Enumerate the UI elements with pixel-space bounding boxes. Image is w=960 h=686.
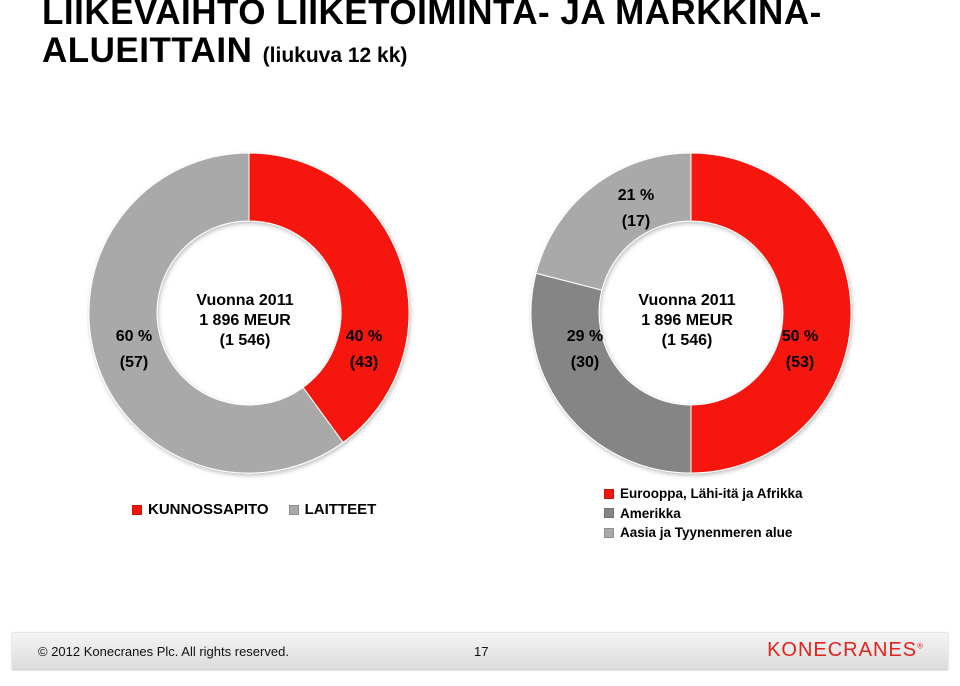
slice-previous-label: (30)	[571, 354, 599, 371]
legend-label-apac: Aasia ja Tyynenmeren alue	[620, 525, 793, 540]
slice-percent-label: 50 %	[782, 328, 818, 345]
donut-slice-1-1	[530, 272, 692, 474]
center-text-line-2: (1 546)	[220, 332, 271, 349]
legend-label-laitteet: LAITTEET	[304, 501, 377, 518]
legend-item-emea: Eurooppa, Lähi-itä ja Afrikka	[604, 484, 803, 504]
center-text-line-1: 1 896 MEUR	[199, 312, 291, 329]
title-line-1: LIIKEVAIHTO LIIKETOIMINTA- JA MARKKINA-	[42, 0, 822, 32]
legend-item-apac: Aasia ja Tyynenmeren alue	[604, 523, 803, 543]
copyright-text: © 2012 Konecranes Plc. All rights reserv…	[38, 644, 289, 659]
title-subtitle: (liukuva 12 kk)	[262, 44, 408, 67]
konecranes-logo: KONECRANES®	[767, 639, 924, 662]
center-text-line-0: Vuonna 2011	[196, 292, 293, 309]
logo-mark: ®	[917, 641, 924, 651]
legend-swatch-dark-gray	[604, 508, 614, 519]
slice-percent-label: 60 %	[116, 328, 152, 345]
donut-slice-1-0	[690, 152, 852, 474]
legend-label-emea: Eurooppa, Lähi-itä ja Afrikka	[620, 486, 803, 501]
logo-text: KONECRANES	[767, 639, 918, 661]
donut-ring	[530, 152, 852, 474]
slice-percent-label: 40 %	[346, 328, 382, 345]
legend-swatch-red	[604, 488, 614, 499]
legend-item-kunnossapito: KUNNOSSAPITO	[132, 500, 269, 519]
legend-swatch-light-gray	[604, 527, 614, 538]
donut-chart-regions: 50 % (53) 29 % (30) 21 % (17) Vuonna 2011 1 896…	[530, 152, 852, 474]
slice-previous-label: (53)	[786, 354, 814, 371]
slice-previous-label: (43)	[350, 354, 378, 371]
center-text-line-0: Vuonna 2011	[638, 292, 735, 309]
title-line-2: ALUEITTAIN	[42, 31, 253, 70]
legend-regions: Eurooppa, Lähi-itä ja Afrikka Amerikka A…	[604, 484, 803, 543]
legend-item-americas: Amerikka	[604, 504, 803, 524]
legend-swatch-gray	[288, 504, 299, 515]
page-number: 17	[474, 644, 489, 659]
slide-title: LIIKEVAIHTO LIIKETOIMINTA- JA MARKKINA- …	[42, 0, 822, 75]
legend-item-laitteet: LAITTEET	[288, 500, 377, 519]
footer-bar: © 2012 Konecranes Plc. All rights reserv…	[12, 632, 948, 669]
slice-percent-label: 29 %	[567, 328, 603, 345]
legend-label-americas: Amerikka	[620, 505, 681, 521]
donut-slice-0-1	[88, 152, 344, 474]
donut-ring	[88, 152, 410, 474]
center-text-line-2: (1 546)	[662, 332, 713, 349]
donut-chart-business: 40 % (43) 60 % (57) Vuonna 2011 1 896 MEUR (1 …	[88, 152, 410, 474]
legend-business: KUNNOSSAPITO LAITTEET	[132, 500, 376, 519]
slice-percent-label: 21 %	[618, 187, 654, 204]
donut-slice-1-2	[535, 152, 692, 291]
slice-previous-label: (57)	[120, 354, 148, 371]
slice-previous-label: (17)	[622, 213, 650, 230]
legend-swatch-red	[132, 504, 142, 515]
center-text-line-1: 1 896 MEUR	[641, 312, 733, 329]
legend-label-kunnossapito: KUNNOSSAPITO	[148, 501, 269, 518]
donut-slice-0-0	[248, 152, 410, 444]
